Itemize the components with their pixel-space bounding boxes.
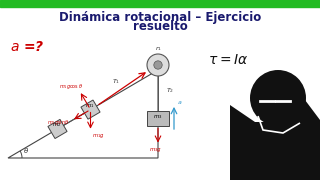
- Text: $T_2$: $T_2$: [166, 86, 174, 95]
- Circle shape: [250, 70, 306, 126]
- Polygon shape: [256, 133, 306, 156]
- Polygon shape: [81, 100, 100, 119]
- Text: $T_1$: $T_1$: [112, 77, 121, 86]
- Text: $a$: $a$: [177, 99, 182, 106]
- Bar: [0, 0, 320, 7]
- Polygon shape: [48, 119, 67, 139]
- Text: $\theta$: $\theta$: [23, 146, 29, 155]
- Polygon shape: [230, 100, 320, 180]
- Text: $m_1g\sin\theta$: $m_1g\sin\theta$: [46, 118, 69, 127]
- Text: $r_1$: $r_1$: [155, 44, 162, 53]
- Text: $\tau = I\alpha$: $\tau = I\alpha$: [208, 53, 248, 67]
- Text: $a$ =?: $a$ =?: [10, 40, 45, 54]
- Text: $m_1g\cos\theta$: $m_1g\cos\theta$: [60, 82, 84, 91]
- Text: resuelto: resuelto: [132, 21, 188, 33]
- Text: $m_1$: $m_1$: [85, 102, 94, 110]
- Text: $m_1g$: $m_1g$: [92, 132, 105, 140]
- Circle shape: [147, 54, 169, 76]
- Circle shape: [154, 61, 162, 69]
- Text: Dinámica rotacional – Ejercicio: Dinámica rotacional – Ejercicio: [59, 10, 261, 24]
- Text: $m_2$: $m_2$: [52, 121, 61, 129]
- FancyBboxPatch shape: [147, 111, 169, 125]
- Text: $m_3 g$: $m_3 g$: [149, 147, 163, 154]
- Text: $m_3$: $m_3$: [153, 113, 163, 121]
- Polygon shape: [260, 121, 296, 138]
